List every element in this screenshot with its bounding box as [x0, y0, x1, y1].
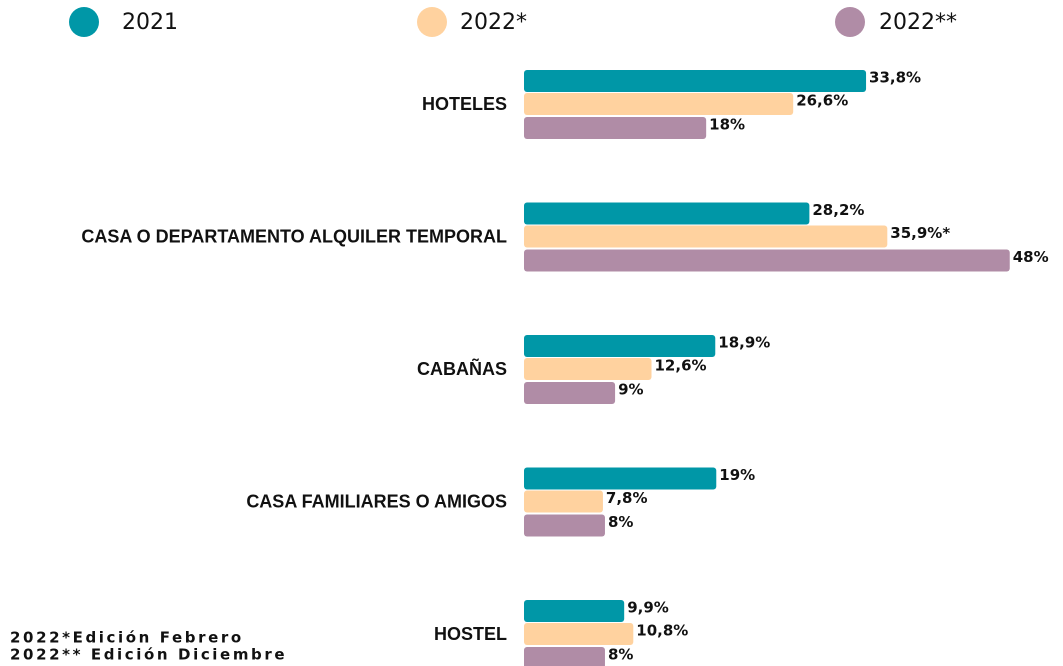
- bar: [524, 249, 1010, 272]
- value-label: 48%: [1013, 248, 1049, 266]
- bar: [524, 467, 717, 490]
- category-label: CASA FAMILIARES O AMIGOS: [246, 491, 507, 511]
- legend-swatch: [417, 7, 447, 37]
- value-label: 26,6%: [796, 92, 848, 110]
- value-label: 18,9%: [718, 334, 770, 352]
- legend-label: 2021: [122, 10, 178, 35]
- value-label: 10,8%: [636, 622, 688, 640]
- bar: [524, 358, 652, 380]
- category-label: HOTELES: [422, 94, 507, 114]
- bar: [524, 382, 616, 404]
- bar: [524, 623, 634, 645]
- legend-swatch: [69, 7, 99, 37]
- bar: [524, 117, 707, 139]
- bar: [524, 490, 603, 513]
- value-label: 9,9%: [627, 599, 669, 617]
- value-label: 9%: [618, 381, 643, 399]
- value-label: 8%: [608, 646, 633, 664]
- legend-label: 2022*: [460, 10, 527, 35]
- footnote: 2022*Edición Febrero: [10, 629, 244, 647]
- bar: [524, 225, 888, 248]
- value-label: 33,8%: [869, 69, 921, 87]
- bar: [524, 647, 605, 666]
- bar: [524, 202, 810, 225]
- value-label: 28,2%: [812, 201, 864, 219]
- value-label: 19%: [719, 466, 755, 484]
- bar: [524, 93, 794, 115]
- value-label: 12,6%: [655, 357, 707, 375]
- value-label: 18%: [709, 116, 745, 134]
- bar: [524, 514, 605, 537]
- legend-label: 2022**: [879, 10, 957, 35]
- bar: [524, 70, 867, 92]
- value-label: 8%: [608, 513, 633, 531]
- value-label: 35,9%*: [890, 224, 950, 242]
- value-label: 7,8%: [606, 489, 648, 507]
- legend-swatch: [835, 7, 865, 37]
- bar: [524, 335, 716, 357]
- category-label: CABAÑAS: [417, 358, 507, 379]
- category-label: CASA O DEPARTAMENTO ALQUILER TEMPORAL: [81, 226, 507, 246]
- footnote: 2022** Edición Diciembre: [10, 646, 287, 664]
- category-label: HOSTEL: [434, 624, 507, 644]
- bar: [524, 600, 625, 622]
